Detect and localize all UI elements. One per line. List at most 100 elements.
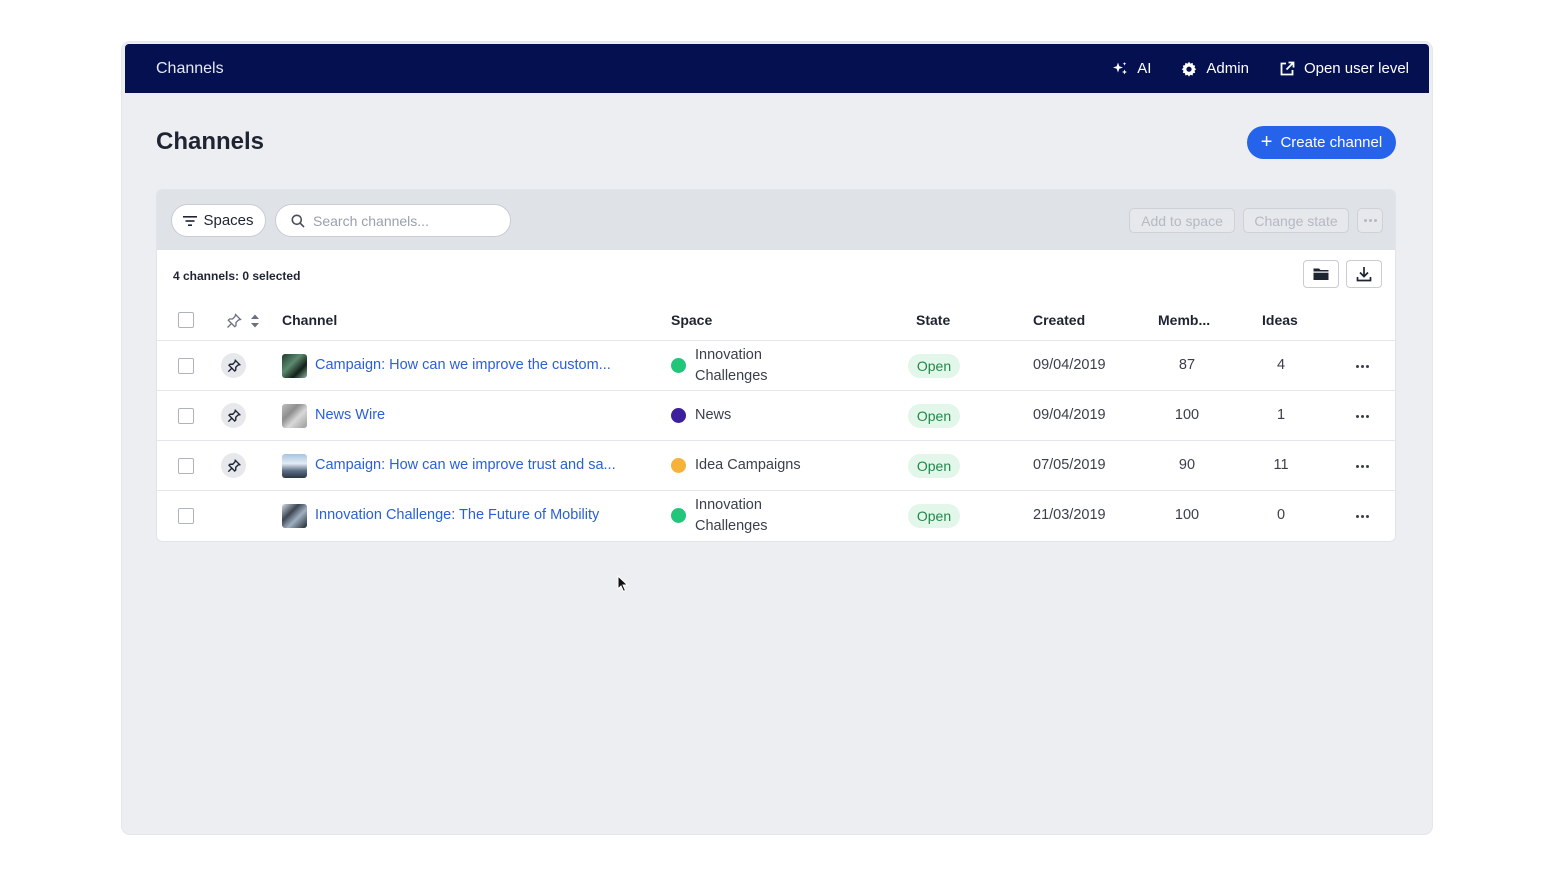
channel-thumbnail — [282, 504, 307, 528]
pin-button[interactable] — [221, 453, 246, 478]
admin-nav-button[interactable]: Admin — [1181, 60, 1249, 77]
row-more-button[interactable] — [1352, 404, 1372, 428]
table-toolbar: Spaces Add to space Change state — [157, 190, 1395, 250]
space-name: News — [695, 407, 732, 423]
add-to-space-button[interactable]: Add to space — [1129, 208, 1235, 233]
ideas-count: 4 — [1276, 357, 1286, 373]
table-row: News Wire News Open 09/04/2019 100 1 — [157, 391, 1395, 441]
table-row: Campaign: How can we improve the custom.… — [157, 341, 1395, 391]
open-user-level-button[interactable]: Open user level — [1279, 60, 1409, 77]
select-all-checkbox[interactable] — [178, 312, 194, 328]
created-date: 09/04/2019 — [1033, 407, 1106, 423]
more-icon — [1355, 414, 1369, 418]
state-badge: Open — [908, 454, 960, 478]
row-more-button[interactable] — [1352, 354, 1372, 378]
spaces-filter-label: Spaces — [203, 212, 254, 229]
channel-link[interactable]: Campaign: How can we improve trust and s… — [315, 457, 616, 473]
column-header-state[interactable]: State — [916, 312, 951, 328]
ideas-count: 0 — [1276, 507, 1286, 523]
channel-thumbnail — [282, 454, 307, 478]
search-input[interactable] — [313, 212, 493, 229]
search-box — [275, 204, 511, 237]
external-link-icon — [1280, 61, 1295, 75]
sparkle-icon — [1113, 61, 1128, 74]
pin-icon — [227, 408, 241, 422]
folder-button[interactable] — [1303, 260, 1339, 288]
spaces-filter-button[interactable]: Spaces — [171, 204, 266, 237]
space-name: Innovation Challenges — [695, 345, 768, 387]
row-checkbox[interactable] — [178, 408, 194, 424]
channel-link[interactable]: News Wire — [315, 407, 386, 423]
pin-button[interactable] — [221, 353, 246, 378]
column-header-members[interactable]: Memb... — [1158, 312, 1211, 328]
filter-icon — [183, 215, 198, 226]
space-name-line2: Challenges — [695, 368, 768, 384]
column-header-channel[interactable]: Channel — [282, 312, 338, 328]
sort-icon[interactable] — [250, 313, 260, 329]
pin-outline-icon — [227, 313, 242, 328]
create-channel-label: Create channel — [1280, 134, 1383, 151]
top-bar: Channels AI Admin Open user level — [125, 44, 1429, 93]
top-nav: AI Admin Open user level — [1112, 44, 1409, 93]
members-count: 100 — [1174, 407, 1200, 423]
channel-thumbnail — [282, 354, 307, 378]
members-count: 90 — [1178, 457, 1196, 473]
ideas-count: 1 — [1276, 407, 1286, 423]
row-checkbox[interactable] — [178, 508, 194, 524]
more-icon — [1355, 514, 1369, 518]
mouse-cursor-icon — [617, 575, 629, 593]
ai-nav-label: AI — [1137, 60, 1152, 77]
row-more-button[interactable] — [1352, 504, 1372, 528]
members-count: 100 — [1174, 507, 1200, 523]
table-header: Channel Space State Created Memb... Idea… — [157, 300, 1395, 341]
change-state-button[interactable]: Change state — [1243, 208, 1349, 233]
toolbar-more-button[interactable] — [1357, 208, 1383, 233]
space-color-dot — [671, 408, 686, 423]
gear-icon — [1182, 61, 1197, 77]
more-icon — [1355, 364, 1369, 368]
more-icon — [1363, 219, 1377, 222]
space-color-dot — [671, 508, 686, 523]
created-date: 07/05/2019 — [1033, 457, 1106, 473]
download-icon — [1356, 267, 1372, 282]
space-name-line1: Innovation — [695, 347, 762, 363]
app-window: Channels AI Admin Open user level Channe… — [122, 42, 1432, 834]
space-name-line2: Challenges — [695, 518, 768, 534]
state-badge: Open — [908, 504, 960, 528]
channel-link[interactable]: Campaign: How can we improve the custom.… — [315, 357, 611, 373]
space-name-line1: Innovation — [695, 497, 762, 513]
table-row: Campaign: How can we improve trust and s… — [157, 441, 1395, 491]
table-row: Innovation Challenge: The Future of Mobi… — [157, 491, 1395, 541]
space-name: Innovation Challenges — [695, 495, 768, 537]
created-date: 09/04/2019 — [1033, 357, 1106, 373]
column-header-ideas[interactable]: Ideas — [1262, 312, 1298, 328]
row-checkbox[interactable] — [178, 358, 194, 374]
column-header-created[interactable]: Created — [1033, 312, 1086, 328]
create-channel-button[interactable]: + Create channel — [1247, 126, 1396, 159]
pin-button[interactable] — [221, 403, 246, 428]
plus-icon: + — [1260, 130, 1273, 153]
channel-thumbnail — [282, 404, 307, 428]
search-icon — [291, 214, 305, 228]
ai-nav-button[interactable]: AI — [1112, 60, 1151, 77]
open-user-level-label: Open user level — [1303, 60, 1409, 77]
ideas-count: 11 — [1273, 457, 1289, 473]
page-title: Channels — [156, 128, 265, 155]
channels-panel: Spaces Add to space Change state 4 chann… — [156, 189, 1396, 542]
row-checkbox[interactable] — [178, 458, 194, 474]
folder-icon — [1313, 268, 1329, 280]
space-name: Idea Campaigns — [695, 457, 801, 473]
state-badge: Open — [908, 404, 960, 428]
row-more-button[interactable] — [1352, 454, 1372, 478]
app-title: Channels — [156, 59, 224, 77]
column-header-space[interactable]: Space — [671, 312, 713, 328]
members-count: 87 — [1178, 357, 1196, 373]
channel-count: 4 channels: 0 selected — [173, 269, 301, 283]
admin-nav-label: Admin — [1206, 60, 1249, 77]
channel-link[interactable]: Innovation Challenge: The Future of Mobi… — [315, 507, 600, 523]
space-color-dot — [671, 358, 686, 373]
space-color-dot — [671, 458, 686, 473]
more-icon — [1355, 464, 1369, 468]
pin-icon — [227, 358, 241, 372]
download-button[interactable] — [1346, 260, 1382, 288]
